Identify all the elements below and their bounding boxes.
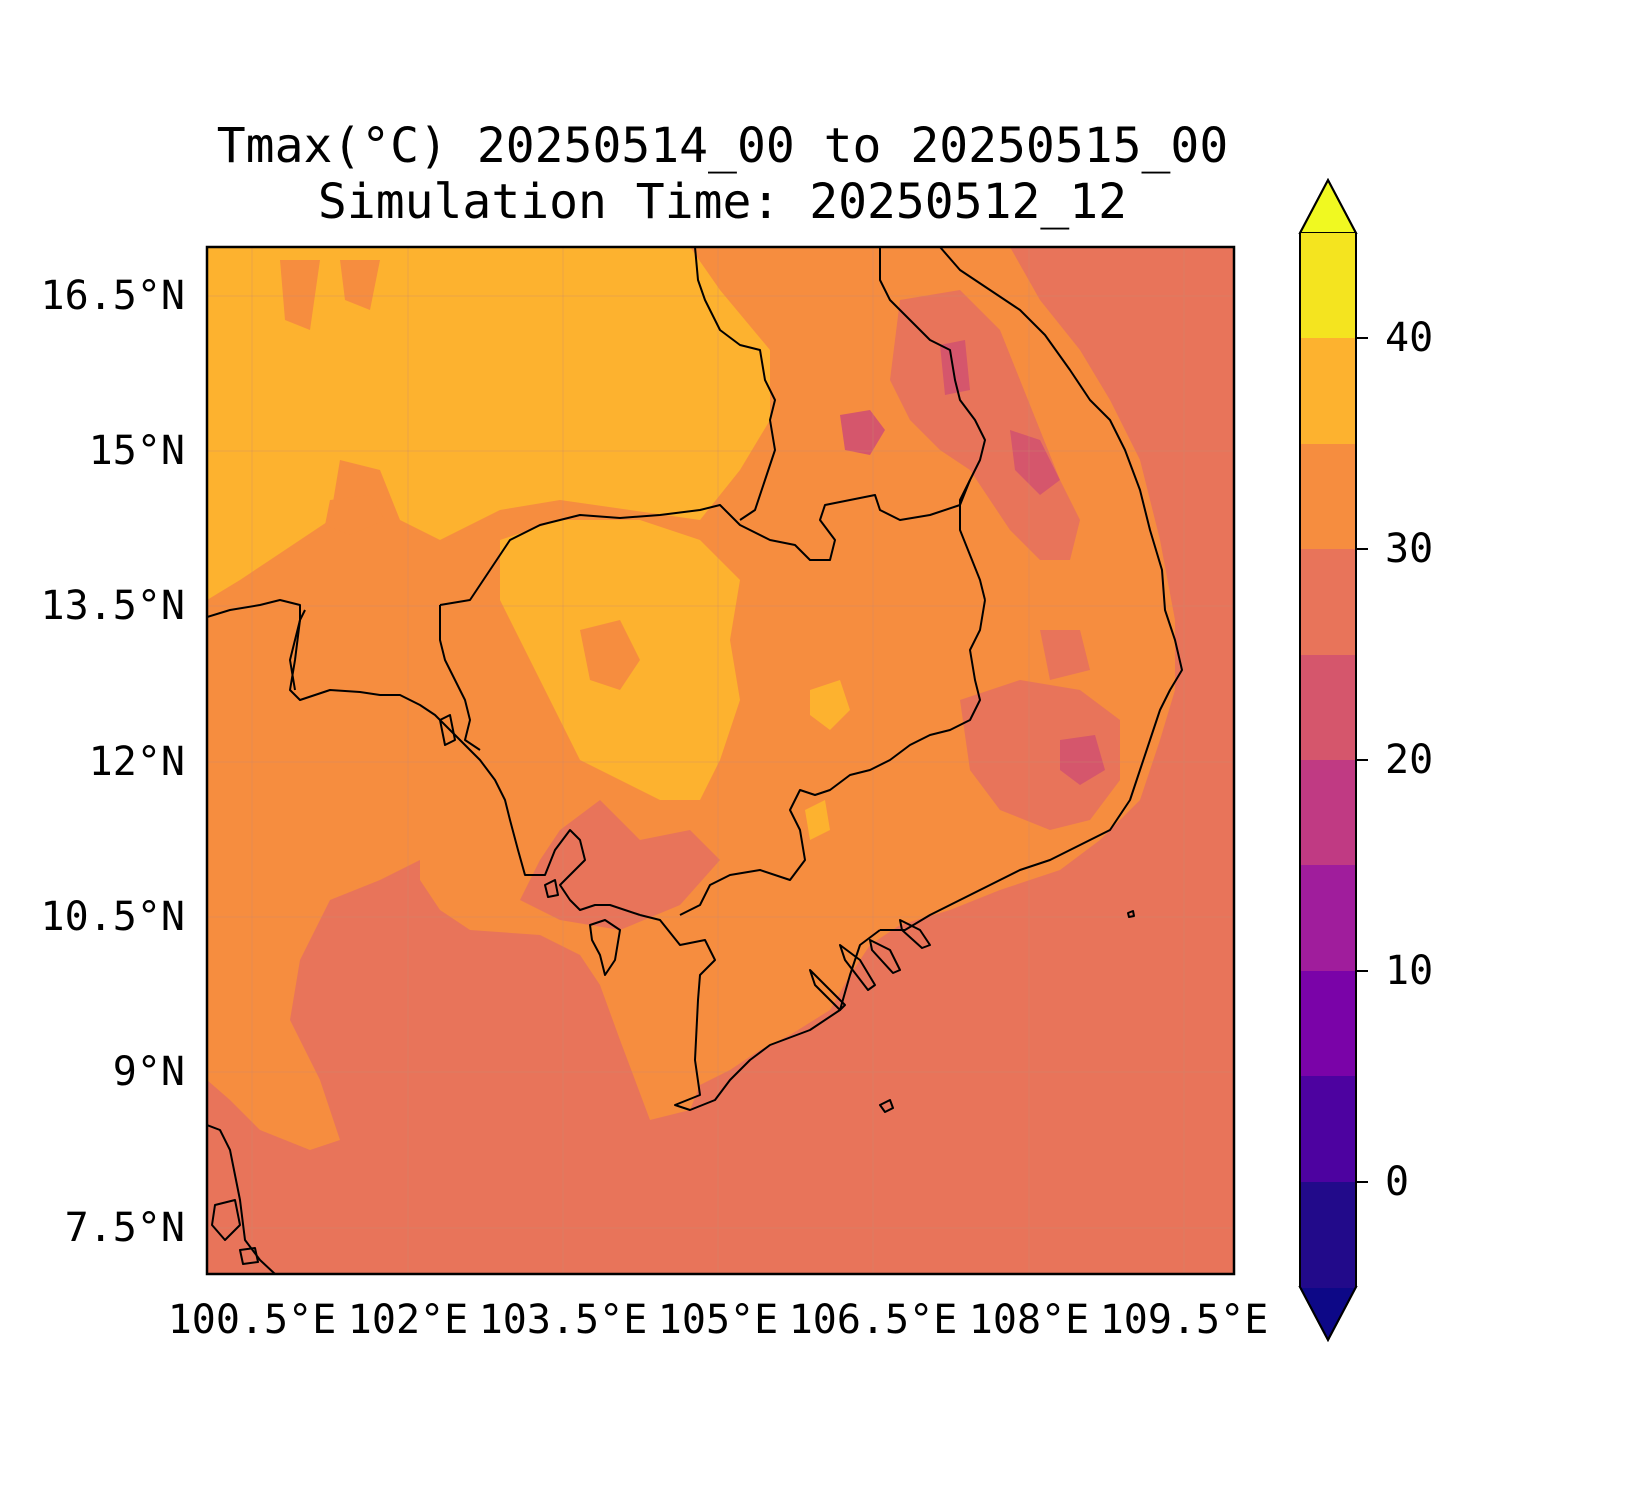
border-laos-vietnam: [879, 247, 986, 601]
colorbar: [1298, 177, 1368, 1343]
hot-region-north: [207, 247, 770, 600]
colorbar-bin-10-15: [1300, 865, 1356, 971]
lat-tick-label: 12°N: [88, 739, 185, 785]
cool-spot-1: [840, 410, 885, 455]
border-north: [439, 479, 971, 606]
coastlines-borders: [207, 247, 1183, 1274]
lat-tick-label: 13.5°N: [40, 583, 186, 629]
lat-tick-label: 7.5°N: [64, 1205, 185, 1251]
warm-patch-1: [325, 495, 385, 535]
warm-patch-4: [580, 620, 640, 690]
map-subtitle: Simulation Time: 20250512_12: [317, 174, 1128, 230]
map-frame: [205, 245, 1236, 1276]
colorbar-bin-0-5: [1300, 1076, 1356, 1182]
border-west: [439, 605, 481, 751]
lon-tick-label: 109.5°E: [1099, 1297, 1269, 1343]
cool-spot-2: [940, 340, 970, 395]
east-cool-band: [890, 290, 1080, 560]
lon-tick-label: 106.5°E: [788, 1297, 958, 1343]
map-title: Tmax(°C) 20250514_00 to 20250515_00: [216, 118, 1229, 174]
lat-tick-label: 15°N: [88, 428, 185, 474]
hot-spot-1: [810, 680, 850, 730]
island-west-1: [211, 1199, 241, 1241]
cool-spot-3: [1010, 430, 1060, 495]
colorbar-tick-label: 30: [1385, 526, 1434, 572]
island-west-2: [239, 1247, 259, 1265]
lat-tick-label: 16.5°N: [40, 273, 186, 319]
coastline-gulf: [289, 609, 641, 916]
lon-tick-label: 103.5°E: [478, 1297, 648, 1343]
island-offshore: [1127, 910, 1135, 918]
lon-tick-label: 100.5°E: [167, 1297, 337, 1343]
hot-spot-2: [805, 800, 830, 840]
cool-spot-4: [1060, 735, 1105, 785]
colorbar-under-arrow: [1298, 1286, 1358, 1343]
lat-tick-label: 10.5°N: [40, 894, 186, 940]
delta-mouth-3: [869, 939, 901, 974]
colorbar-tick-label: 20: [1385, 737, 1434, 783]
colorbar-bin-25-30: [1300, 549, 1356, 655]
gridlines: [207, 247, 1234, 1274]
island-phu-quoc: [589, 919, 621, 976]
border-cambodia-vietnam: [679, 599, 986, 916]
coast-peninsula: [207, 1124, 276, 1274]
colorbar-outline: [1299, 177, 1357, 1343]
colorbar-bin-5-10: [1300, 971, 1356, 1077]
colorbar-over-arrow: [1298, 177, 1358, 234]
warm-patch-3: [340, 260, 380, 310]
coastline-delta: [639, 914, 881, 1111]
border-mekong: [694, 247, 776, 521]
lon-tick-label: 105°E: [657, 1297, 779, 1343]
colorbar-tick-label: 10: [1385, 948, 1434, 994]
border-myanmar: [207, 599, 301, 691]
colorbar-tick-label: 0: [1385, 1159, 1410, 1205]
lon-tick-label: 108°E: [968, 1297, 1090, 1343]
coastline-east: [880, 247, 1183, 931]
east-cool-patch-2: [1040, 630, 1090, 680]
colorbar-bin-neg5-0: [1300, 1182, 1356, 1288]
delta-mouth-4: [899, 919, 931, 949]
east-cool-patch: [960, 680, 1120, 830]
lon-tick-label: 102°E: [347, 1297, 469, 1343]
colorbar-bin-15-20: [1300, 760, 1356, 866]
colorbar-bin-30-35: [1300, 444, 1356, 550]
lat-tick-label: 9°N: [112, 1049, 185, 1095]
island-gulf-small: [544, 879, 559, 898]
gulf-cool-strip: [520, 800, 720, 930]
island-con-son: [879, 1099, 894, 1113]
island-koh-kong: [439, 714, 456, 746]
colorbar-bin-35-40: [1300, 338, 1356, 444]
delta-mouth-1: [809, 969, 846, 1011]
warm-patch-2: [280, 260, 320, 330]
colorbar-bin-20-25: [1300, 655, 1356, 761]
colorbar-bin-40-45: [1300, 233, 1356, 339]
colorbar-tick-label: 40: [1385, 315, 1434, 361]
colorbar-ticks: [1356, 337, 1368, 1183]
delta-mouth-2: [839, 944, 876, 991]
map-plot-area: [207, 247, 1234, 1274]
